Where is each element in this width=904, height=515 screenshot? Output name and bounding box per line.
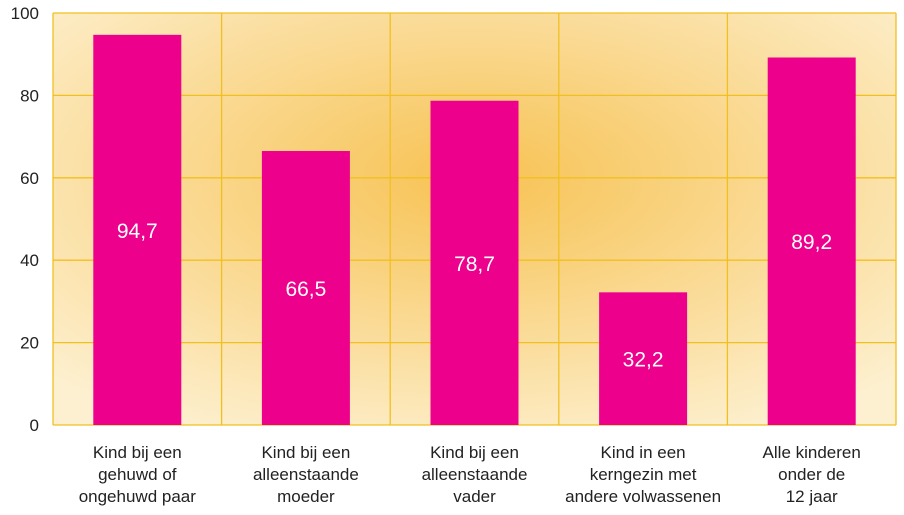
y-tick-label: 40 — [20, 251, 39, 270]
x-tick-label-line: Kind bij een — [261, 443, 350, 462]
data-label: 89,2 — [791, 231, 832, 254]
y-tick-label: 100 — [11, 4, 39, 23]
x-tick-label-line: alleenstaande — [422, 465, 528, 484]
y-tick-label: 0 — [30, 416, 39, 435]
x-tick-label: Kind bij een alleenstaande vader — [422, 443, 528, 506]
x-tick-label-line: moeder — [277, 487, 335, 506]
bar — [93, 34, 182, 425]
y-tick-label: 80 — [20, 86, 39, 105]
x-tick-label: Kind bij een alleenstaande moeder — [253, 443, 359, 506]
y-axis-labels: 0 20 40 60 80 100 — [11, 4, 39, 435]
x-tick-label-line: Kind in een — [601, 443, 686, 462]
x-tick-label-line: ongehuwd paar — [79, 487, 197, 506]
bar — [599, 292, 688, 425]
x-tick-label-line: kerngezin met — [590, 465, 697, 484]
x-tick-label-line: alleenstaande — [253, 465, 359, 484]
y-tick-label: 60 — [20, 169, 39, 188]
bar — [767, 57, 856, 425]
x-tick-label: Kind bij een gehuwd of ongehuwd paar — [79, 443, 197, 506]
x-tick-label-line: Alle kinderen — [763, 443, 861, 462]
data-label: 66,5 — [285, 278, 326, 301]
x-tick-label: Kind in een kerngezin met andere volwassen… — [565, 443, 721, 506]
data-label: 78,7 — [454, 253, 495, 276]
x-tick-label-line: Kind bij een — [93, 443, 182, 462]
bar — [430, 100, 519, 426]
x-tick-label: Alle kinderen onder de 12 jaar — [763, 443, 861, 506]
x-tick-label-line: 12 jaar — [786, 487, 838, 506]
bars: 94,7 66,5 78,7 32,2 89,2 — [93, 34, 856, 426]
x-tick-label-line: vader — [453, 487, 496, 506]
bar — [261, 151, 350, 425]
y-tick-label: 20 — [20, 334, 39, 353]
x-tick-label-line: gehuwd of — [98, 465, 177, 484]
data-label: 94,7 — [117, 220, 158, 243]
x-tick-label-line: andere volwassenen — [565, 487, 721, 506]
x-tick-label-line: onder de — [778, 465, 845, 484]
x-tick-label-line: Kind bij een — [430, 443, 519, 462]
data-label: 32,2 — [623, 349, 664, 372]
